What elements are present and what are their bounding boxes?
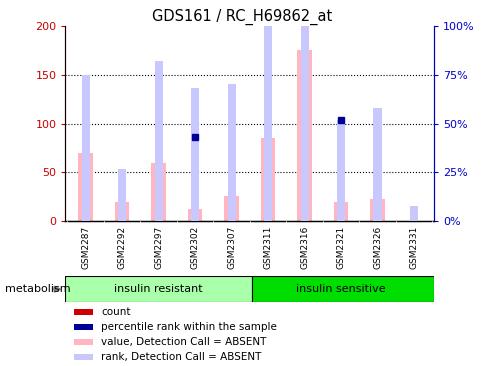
Bar	[297, 50, 311, 221]
Text: GSM2287: GSM2287	[81, 226, 90, 269]
Bar	[65, 276, 251, 302]
Bar	[74, 339, 92, 345]
Text: value, Detection Call = ABSENT: value, Detection Call = ABSENT	[101, 337, 266, 347]
Bar	[151, 163, 166, 221]
Bar	[193, 209, 197, 221]
Bar	[224, 196, 238, 221]
Bar	[300, 0, 308, 221]
Text: rank, Detection Call = ABSENT: rank, Detection Call = ABSENT	[101, 352, 261, 362]
Bar	[78, 153, 92, 221]
Bar	[251, 276, 433, 302]
Text: GDS161 / RC_H69862_at: GDS161 / RC_H69862_at	[152, 9, 332, 25]
Text: GSM2321: GSM2321	[336, 226, 345, 269]
Text: GSM2311: GSM2311	[263, 226, 272, 269]
Bar	[409, 206, 417, 221]
Bar	[333, 202, 348, 221]
Text: GSM2316: GSM2316	[300, 226, 308, 269]
Text: GSM2326: GSM2326	[372, 226, 381, 269]
Bar	[227, 85, 235, 221]
Bar	[369, 199, 384, 221]
Bar	[74, 324, 92, 330]
Bar	[373, 108, 381, 221]
Text: GSM2307: GSM2307	[227, 226, 236, 269]
Bar	[115, 202, 129, 221]
Text: insulin sensitive: insulin sensitive	[296, 284, 385, 294]
Text: GSM2302: GSM2302	[190, 226, 199, 269]
Bar	[74, 354, 92, 360]
Bar	[74, 309, 92, 315]
Bar	[191, 88, 198, 221]
Text: count: count	[101, 307, 130, 317]
Text: GSM2331: GSM2331	[408, 226, 418, 269]
Text: GSM2297: GSM2297	[154, 226, 163, 269]
Text: metabolism: metabolism	[5, 284, 70, 294]
Bar	[338, 204, 343, 221]
Bar	[118, 169, 126, 221]
Text: percentile rank within the sample: percentile rank within the sample	[101, 322, 276, 332]
Text: insulin resistant: insulin resistant	[114, 284, 202, 294]
Bar	[187, 209, 202, 221]
Bar	[81, 75, 90, 221]
Bar	[260, 138, 275, 221]
Bar	[336, 120, 344, 221]
Bar	[154, 61, 162, 221]
Text: GSM2292: GSM2292	[117, 226, 126, 269]
Bar	[263, 6, 272, 221]
